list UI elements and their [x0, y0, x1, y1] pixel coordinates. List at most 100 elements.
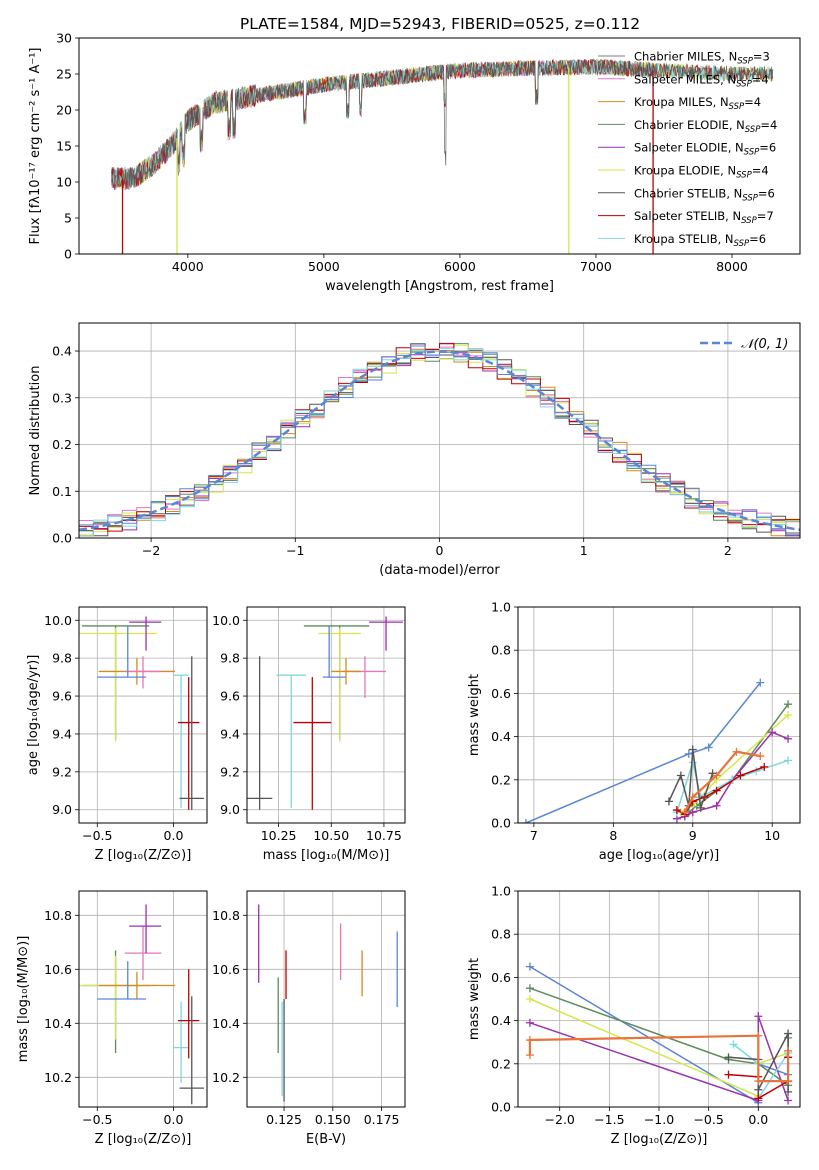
x-tick-label: 0.0: [164, 828, 184, 843]
y-tick-label: 30: [56, 31, 72, 46]
y-tick-label: 9.8: [220, 651, 240, 666]
legend-label: Kroupa MILES, N: [634, 95, 729, 109]
plus-marker: [736, 771, 745, 780]
y-tick-label: 9.6: [220, 689, 240, 704]
y-tick-label: 10.0: [44, 613, 72, 628]
plus-marker: [704, 743, 713, 752]
legend-subscript: SSP: [745, 125, 761, 135]
plot-area: [79, 904, 204, 1105]
y-tick-label: 25: [56, 67, 72, 82]
x-tick-label: 8000: [716, 259, 748, 274]
plus-marker: [784, 700, 793, 709]
y-axis-label: mass weight: [467, 674, 482, 756]
x-tick-label: 0.0: [164, 1112, 184, 1127]
x-axis-label: (data-model)/error: [379, 563, 500, 578]
legend-entry: Chabrier MILES, NSSP=3: [634, 50, 770, 67]
legend-entry: Salpeter STELIB, NSSP=7: [634, 209, 774, 226]
y-tick-label: 10.2: [44, 1070, 72, 1085]
y-tick-label: 9.2: [220, 764, 240, 779]
plus-marker: [756, 752, 765, 761]
x-tick-label: 10.75: [366, 828, 402, 843]
legend-count: =3: [753, 50, 770, 64]
plus-marker: [525, 962, 534, 971]
legend-label: Chabrier STELIB, N: [634, 186, 742, 200]
plus-marker: [712, 801, 721, 810]
y-tick-label: 9.2: [52, 764, 72, 779]
x-tick-label: 6000: [444, 259, 476, 274]
y-tick-label: 0.4: [491, 729, 511, 744]
legend-count: =7: [757, 209, 774, 223]
panel-spectrum: 4000 5000 6000 7000 8000 0 5 10 15 20 25 30 waveleng…: [28, 15, 801, 294]
legend-label: Chabrier MILES, N: [634, 50, 737, 64]
panel-weight_vs_age: 7 8 9 10 0.0 0.2 0.4 0.6 0.8 1.0 age [log₁₀(age/yr…: [467, 600, 801, 863]
legend-subscript: SSP: [736, 79, 752, 89]
plot-area: [111, 58, 774, 254]
legend-count: =4: [752, 72, 769, 86]
panel-weight_vs_Z: −2.0 −1.5 −1.0 −0.5 0.0 0.0 0.2 0.4 0.6 0.8 1.0 Z […: [467, 884, 801, 1147]
plus-marker: [754, 1094, 763, 1103]
y-tick-label: 9.4: [52, 726, 72, 741]
axes-frame: [246, 606, 406, 824]
panel-age_vs_mass: 10.25 10.50 10.75 9.0 9.2 9.4 9.6 9.8 10.0 mass […: [212, 606, 406, 863]
x-tick-label: 10: [764, 828, 780, 843]
y-tick-label: 9.0: [220, 802, 240, 817]
plot-area: [521, 678, 793, 823]
y-tick-label: 0.2: [491, 1056, 511, 1071]
y-tick-label: 10.8: [44, 908, 72, 923]
y-tick-label: 9.8: [52, 651, 72, 666]
y-tick-label: 0.0: [491, 816, 511, 831]
legend-entry: Kroupa STELIB, NSSP=6: [634, 232, 766, 249]
plus-marker: [768, 728, 777, 737]
plus-marker: [760, 762, 769, 771]
plus-marker: [712, 786, 721, 795]
x-tick-label: 5000: [308, 259, 340, 274]
y-axis-label: age [log₁₀(age/yr)]: [26, 655, 41, 776]
plus-marker: [680, 808, 689, 817]
spectrum-series: [111, 58, 774, 189]
y-tick-label: 10.8: [212, 908, 240, 923]
y-tick-label: 10.6: [44, 962, 72, 977]
y-tick-label: 0.6: [491, 686, 511, 701]
legend-subscript: SSP: [729, 102, 745, 112]
y-tick-label: 9.0: [52, 802, 72, 817]
x-tick-label: −0.5: [693, 1112, 723, 1127]
x-tick-label: 0.125: [266, 1112, 302, 1127]
plot-area: [258, 904, 398, 1102]
legend-count: =4: [760, 118, 777, 132]
plus-marker: [784, 1046, 793, 1055]
y-tick-label: 10.6: [212, 962, 240, 977]
legend-label: Kroupa STELIB, N: [634, 232, 734, 246]
y-axis-label: mass [log₁₀(M/M⊙)]: [16, 936, 31, 1063]
legend-subscript: SSP: [742, 193, 758, 203]
y-tick-label: 0.2: [52, 437, 72, 452]
y-axis-label: Normed distribution: [28, 366, 43, 496]
plus-marker: [724, 1053, 733, 1062]
panel-mass_vs_Z: −0.5 0.0 10.2 10.4 10.6 10.8 Z [log₁₀(Z/Z⊙)] ma…: [16, 890, 208, 1147]
plus-marker: [784, 756, 793, 765]
legend-count: =6: [759, 141, 776, 155]
y-tick-label: 5: [64, 211, 72, 226]
y-tick-label: 15: [56, 139, 72, 154]
legend-entry: Kroupa ELODIE, NSSP=4: [634, 164, 769, 181]
y-tick-label: 1.0: [491, 600, 511, 615]
legend-subscript: SSP: [736, 171, 752, 181]
x-tick-label: −2.0: [545, 1112, 575, 1127]
plus-marker: [784, 1087, 793, 1096]
x-tick-label: 4000: [172, 259, 204, 274]
legend-count: =6: [749, 232, 766, 246]
y-tick-label: 0.3: [52, 390, 72, 405]
y-axis-label: Flux [fλ10⁻¹⁷ erg cm⁻² s⁻¹ A⁻¹]: [28, 48, 43, 245]
plot-area: [79, 616, 204, 810]
y-tick-label: 1.0: [491, 884, 511, 899]
x-tick-label: 0.150: [315, 1112, 351, 1127]
plus-marker: [754, 1077, 763, 1086]
x-tick-label: −1.0: [644, 1112, 674, 1127]
chart-title: PLATE=1584, MJD=52943, FIBERID=0525, z=0…: [240, 15, 640, 33]
panel-residuals: −2 −1 0 1 2 0.0 0.1 0.2 0.3 0.4 (data-model)/error…: [28, 322, 801, 578]
y-tick-label: 10.4: [44, 1016, 72, 1031]
plot-area: [525, 962, 793, 1107]
plus-marker: [664, 797, 673, 806]
panel-age_vs_Z: −0.5 0.0 9.0 9.2 9.4 9.6 9.8 10.0 Z [log₁₀(Z/Z⊙)…: [26, 606, 208, 863]
